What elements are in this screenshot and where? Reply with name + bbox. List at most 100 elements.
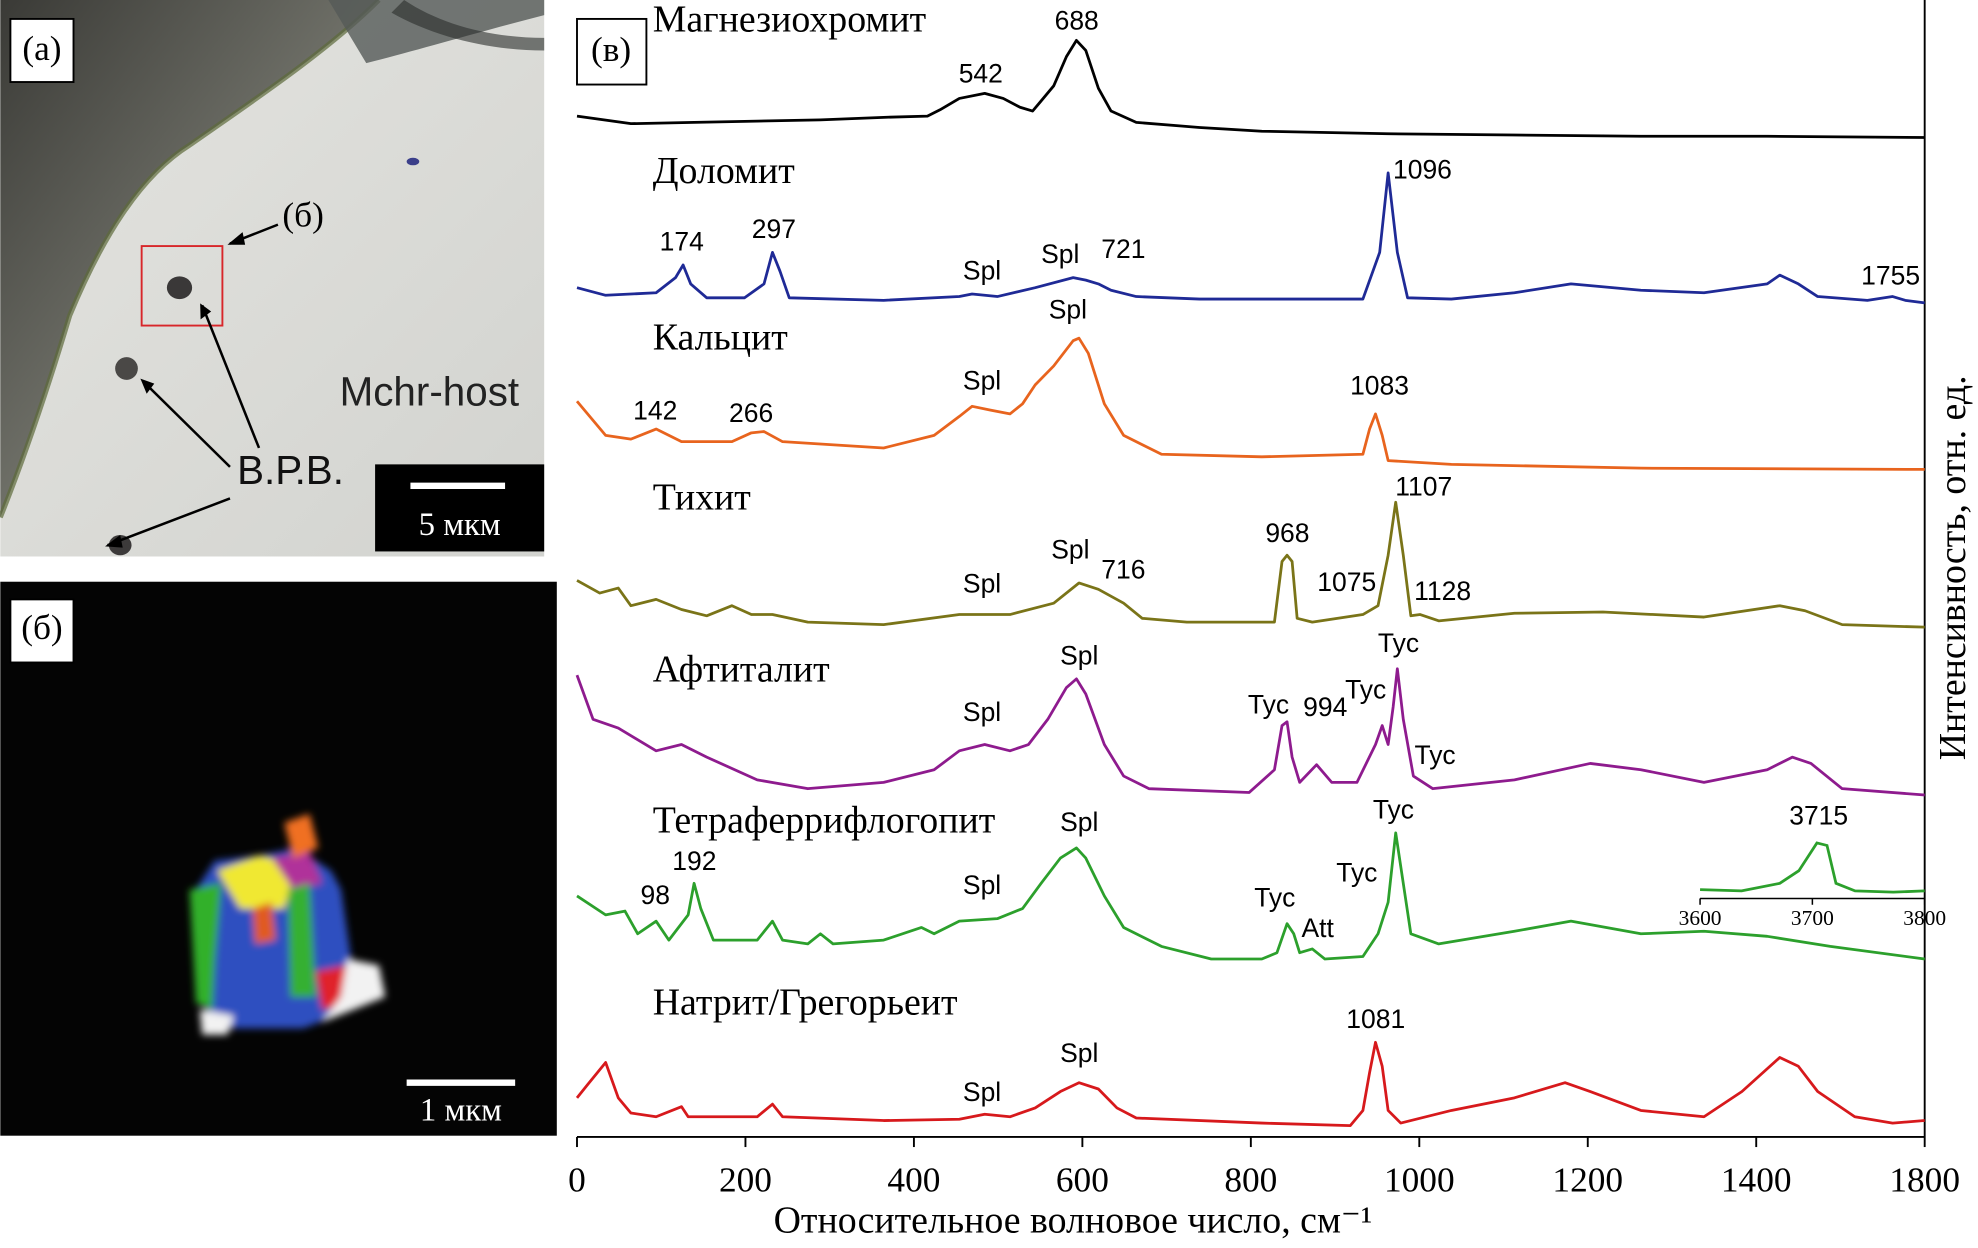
host-label: Mchr-host bbox=[340, 369, 519, 415]
arrow bbox=[107, 497, 231, 547]
peak-annotation: Tyc bbox=[1373, 794, 1414, 824]
inclusion-label: В.Р.В. bbox=[237, 447, 344, 493]
arrowhead bbox=[200, 303, 212, 320]
x-tick-label: 1400 bbox=[1721, 1161, 1792, 1200]
panel-label-box bbox=[9, 598, 75, 664]
panel-label-box bbox=[576, 17, 648, 86]
peak-annotation: Tyc bbox=[1254, 883, 1295, 913]
spectrum-line bbox=[576, 171, 1925, 305]
series-name: Магнезиохромит bbox=[653, 0, 926, 40]
x-tick-label: 0 bbox=[568, 1161, 586, 1200]
spectrum-line bbox=[576, 831, 1925, 961]
panel-label: (б) bbox=[21, 608, 63, 647]
inclusion bbox=[115, 357, 138, 380]
peak-annotation: 174 bbox=[660, 227, 704, 257]
scale-bar-box bbox=[375, 464, 545, 552]
scale-bar-label: 5 мкм bbox=[419, 507, 501, 543]
peak-annotation: 542 bbox=[959, 59, 1003, 89]
arrowhead bbox=[105, 535, 123, 548]
peak-annotation: 192 bbox=[672, 846, 716, 876]
phase-region bbox=[189, 883, 222, 1010]
peak-annotation: 1128 bbox=[1414, 576, 1471, 606]
inset-x-tick-label: 3800 bbox=[1903, 906, 1946, 930]
photo-crack bbox=[391, 0, 545, 51]
phase-region bbox=[252, 902, 276, 944]
peak-annotation: 1081 bbox=[1346, 1004, 1405, 1034]
speck bbox=[406, 157, 420, 166]
peak-annotation: Tyc bbox=[1378, 628, 1419, 658]
peak-annotation: 142 bbox=[633, 396, 677, 426]
inset-x-tick-label: 3600 bbox=[1679, 906, 1722, 930]
panel-b: (б) 1 мкм bbox=[0, 581, 557, 1136]
peak-annotation: 98 bbox=[640, 880, 669, 910]
peak-annotation: Tyc bbox=[1345, 675, 1386, 705]
series-name: Афтиталит bbox=[653, 648, 830, 690]
peak-annotation: 716 bbox=[1101, 555, 1145, 585]
spectrum-line bbox=[575, 1040, 1925, 1127]
peak-annotation: Spl bbox=[1060, 640, 1098, 670]
series-name: Натрит/Грегорьеит bbox=[653, 981, 958, 1023]
peak-annotation: Spl bbox=[1060, 807, 1098, 837]
series-name: Кальцит bbox=[653, 316, 788, 358]
peak-annotation: Tyc bbox=[1414, 740, 1455, 770]
phase-region bbox=[199, 1009, 234, 1035]
spectrum-line bbox=[576, 38, 1925, 139]
peak-annotation: Tyc bbox=[1336, 857, 1377, 887]
peak-annotation: 968 bbox=[1265, 518, 1309, 548]
phase-region bbox=[271, 851, 323, 890]
peak-annotation: 1096 bbox=[1393, 155, 1452, 185]
inclusion bbox=[166, 276, 193, 300]
panel-label-box bbox=[9, 17, 75, 83]
series-name: Доломит bbox=[653, 150, 795, 192]
peak-annotation: Spl bbox=[963, 569, 1001, 599]
x-tick-label: 400 bbox=[887, 1161, 940, 1200]
y-axis-title: Интенсивность, отн. ед. bbox=[1932, 375, 1974, 760]
spectrum-line bbox=[576, 500, 1925, 629]
x-tick-label: 1200 bbox=[1552, 1161, 1623, 1200]
inset-x-tick-label: 3700 bbox=[1791, 906, 1834, 930]
map-phases bbox=[189, 813, 386, 1035]
peak-annotation: Spl bbox=[963, 1077, 1001, 1107]
peak-annotation: 3715 bbox=[1789, 801, 1848, 831]
arrow bbox=[142, 380, 231, 468]
peak-annotation: 994 bbox=[1303, 692, 1347, 722]
series-name: Тихит bbox=[653, 477, 751, 519]
peak-annotation: 1083 bbox=[1350, 370, 1409, 400]
arrowhead bbox=[227, 232, 246, 245]
peak-annotation: Spl bbox=[1060, 1038, 1098, 1068]
scale-bar-label: 1 мкм bbox=[420, 1093, 502, 1129]
peak-annotation: 266 bbox=[729, 398, 773, 428]
x-axis-title: Относительное волновое число, см⁻¹ bbox=[774, 1200, 1373, 1242]
x-tick-label: 1000 bbox=[1384, 1161, 1455, 1200]
x-tick-label: 1800 bbox=[1889, 1161, 1960, 1200]
x-tick-label: 200 bbox=[719, 1161, 772, 1200]
spectra-panel: (в) Относительное волновое число, см⁻¹ И… bbox=[568, 0, 1974, 1242]
x-tick-label: 800 bbox=[1224, 1161, 1277, 1200]
peak-annotation: Spl bbox=[1051, 534, 1089, 564]
peak-annotation: Tyc bbox=[1248, 690, 1289, 720]
peak-annotation: Spl bbox=[1041, 239, 1079, 269]
peak-annotation: Spl bbox=[963, 697, 1001, 727]
peak-annotation: Spl bbox=[963, 870, 1001, 900]
phase-region bbox=[217, 855, 297, 909]
arrow bbox=[201, 304, 261, 449]
peak-annotation: Spl bbox=[963, 365, 1001, 395]
x-tick-label: 600 bbox=[1056, 1161, 1109, 1200]
peak-annotation: 1107 bbox=[1395, 471, 1452, 501]
phase-region bbox=[284, 813, 319, 859]
photo-dark-region bbox=[0, 0, 379, 518]
phase-region bbox=[322, 959, 386, 1023]
peak-annotation: 721 bbox=[1101, 234, 1145, 264]
peak-annotation: 1755 bbox=[1861, 261, 1920, 291]
peak-annotation: 688 bbox=[1055, 6, 1099, 36]
peak-annotation: 1075 bbox=[1317, 567, 1376, 597]
phase-region bbox=[288, 883, 316, 997]
panel-label: (в) bbox=[591, 30, 631, 69]
callout-label: (б) bbox=[282, 195, 324, 234]
peak-annotation: 297 bbox=[752, 214, 796, 244]
panel-a: (а) (б) Mchr-host В.Р.В. 5 мкм bbox=[0, 0, 545, 557]
peak-annotation: Att bbox=[1302, 913, 1335, 943]
spectrum-line bbox=[575, 667, 1925, 797]
